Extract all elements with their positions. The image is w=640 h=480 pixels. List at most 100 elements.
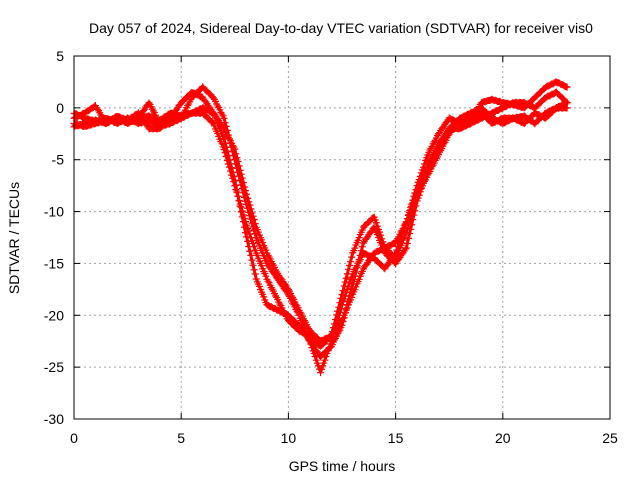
x-tick-label: 20 bbox=[495, 430, 511, 446]
data-point-marker bbox=[240, 214, 248, 222]
y-tick-label: -20 bbox=[44, 307, 64, 323]
x-tick-label: 5 bbox=[177, 430, 185, 446]
data-point-marker bbox=[243, 221, 251, 229]
data-point-marker bbox=[339, 314, 347, 322]
y-tick-label: -15 bbox=[44, 255, 64, 271]
data-point-marker bbox=[238, 174, 246, 182]
data-point-marker bbox=[330, 320, 338, 328]
data-point-marker bbox=[354, 259, 362, 267]
y-tick-label: -5 bbox=[52, 152, 65, 168]
data-point-marker bbox=[408, 210, 416, 218]
data-point-marker bbox=[333, 311, 341, 319]
data-point-marker bbox=[220, 146, 228, 154]
data-point-marker bbox=[440, 140, 448, 148]
data-point-marker bbox=[250, 216, 258, 224]
data-point-marker bbox=[242, 218, 250, 226]
data-point-marker bbox=[330, 336, 338, 344]
data-point-marker bbox=[246, 230, 254, 238]
data-point-marker bbox=[233, 189, 241, 197]
data-point-marker bbox=[235, 196, 243, 204]
data-point-marker bbox=[214, 129, 222, 137]
data-point-marker bbox=[98, 112, 106, 120]
data-point-marker bbox=[284, 286, 292, 294]
data-point-marker bbox=[243, 190, 251, 198]
plot-frame bbox=[73, 55, 611, 420]
data-point-marker bbox=[563, 83, 571, 91]
data-point-marker bbox=[223, 157, 231, 165]
data-point-marker bbox=[221, 149, 229, 157]
data-point-marker bbox=[202, 98, 210, 106]
data-point-marker bbox=[252, 275, 260, 283]
y-tick-label: -25 bbox=[44, 359, 64, 375]
data-point-marker bbox=[260, 293, 268, 301]
y-tick-label: 0 bbox=[56, 100, 64, 116]
axes: 0 5 10 15 20 25 5 0 -5 -10 -15 -20 -25 -30 bbox=[44, 48, 618, 446]
data-point-marker bbox=[355, 234, 363, 242]
data-point-marker bbox=[218, 140, 226, 148]
x-tick-label: 0 bbox=[70, 430, 78, 446]
data-point-marker bbox=[234, 157, 242, 165]
data-point-marker bbox=[245, 227, 253, 235]
y-tick-label: -10 bbox=[44, 204, 64, 220]
x-axis-label: GPS time / hours bbox=[289, 458, 396, 474]
data-point-marker bbox=[342, 274, 350, 282]
y-axis-label: SDTVAR / TECUs bbox=[6, 182, 22, 294]
data-point-marker bbox=[373, 222, 381, 230]
data-point-marker bbox=[247, 234, 255, 242]
data-point-marker bbox=[251, 220, 259, 228]
data-point-marker bbox=[227, 167, 235, 175]
data-point-marker bbox=[406, 218, 414, 226]
data-point-marker bbox=[239, 211, 247, 219]
data-point-marker bbox=[340, 311, 348, 319]
data-point-marker bbox=[259, 239, 267, 247]
data-point-marker bbox=[145, 99, 153, 107]
data-point-marker bbox=[312, 356, 320, 364]
data-point-marker bbox=[335, 321, 343, 329]
x-tick-label: 25 bbox=[602, 430, 618, 446]
data-point-marker bbox=[248, 256, 256, 264]
x-tick-label: 10 bbox=[281, 430, 297, 446]
data-point-marker bbox=[240, 183, 248, 191]
data-point-marker bbox=[245, 198, 253, 206]
data-point-marker bbox=[262, 246, 270, 254]
data-point-marker bbox=[209, 94, 217, 102]
data-point-marker bbox=[318, 365, 326, 373]
data-point-marker bbox=[222, 152, 230, 160]
data-point-marker bbox=[334, 307, 342, 315]
data-point-marker bbox=[272, 292, 280, 300]
data-point-marker bbox=[149, 107, 157, 115]
data-point-marker bbox=[347, 258, 355, 266]
data-point-marker bbox=[250, 243, 258, 251]
data-point-marker bbox=[249, 239, 257, 247]
data-point-marker bbox=[327, 332, 335, 340]
data-point-marker bbox=[218, 110, 226, 118]
data-point-marker bbox=[353, 263, 361, 271]
data-point-marker bbox=[281, 280, 289, 288]
data-point-marker bbox=[237, 170, 245, 178]
data-point-marker bbox=[242, 187, 250, 195]
data-point-marker bbox=[378, 235, 386, 243]
data-point-marker bbox=[432, 155, 440, 163]
data-point-marker bbox=[352, 268, 360, 276]
data-point-marker bbox=[337, 294, 345, 302]
data-point-marker bbox=[221, 127, 229, 135]
data-point-marker bbox=[339, 287, 347, 295]
data-point-marker bbox=[292, 300, 300, 308]
data-point-marker bbox=[247, 205, 255, 213]
data-point-marker bbox=[229, 174, 237, 182]
data-point-marker bbox=[328, 328, 336, 336]
data-point-marker bbox=[239, 179, 247, 187]
data-point-marker bbox=[352, 283, 360, 291]
data-point-marker bbox=[410, 203, 418, 211]
data-point-marker bbox=[416, 186, 424, 194]
data-point-marker bbox=[235, 162, 243, 170]
y-tick-label: 5 bbox=[56, 48, 64, 64]
data-point-marker bbox=[153, 114, 161, 122]
data-point-marker bbox=[348, 293, 356, 301]
data-point-marker bbox=[246, 247, 254, 255]
data-point-marker bbox=[348, 253, 356, 261]
data-point-marker bbox=[357, 247, 365, 255]
data-point-marker bbox=[296, 308, 304, 316]
data-point-marker bbox=[249, 261, 257, 269]
data-point-marker bbox=[249, 212, 257, 220]
